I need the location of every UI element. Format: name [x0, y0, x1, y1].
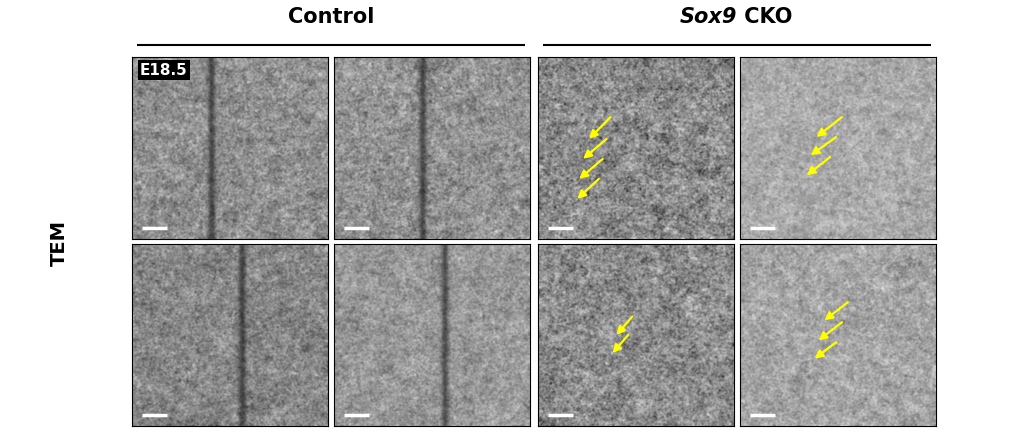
- Text: E18.5: E18.5: [140, 63, 187, 78]
- Text: CKO: CKO: [737, 7, 793, 27]
- Text: Sox9: Sox9: [680, 7, 737, 27]
- Text: TEM: TEM: [50, 219, 69, 265]
- Text: Control: Control: [288, 7, 374, 27]
